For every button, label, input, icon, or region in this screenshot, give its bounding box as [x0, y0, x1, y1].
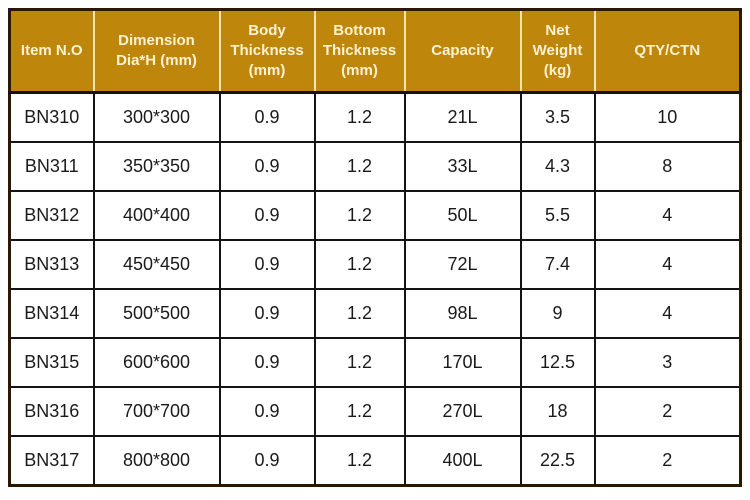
table-row: BN311 350*350 0.9 1.2 33L 4.3 8: [8, 141, 742, 192]
cell-bottom-thickness: 1.2: [313, 288, 406, 339]
cell-capacity: 33L: [403, 141, 522, 192]
cell-body-thickness: 0.9: [218, 337, 316, 388]
cell-dimension: 350*350: [92, 141, 221, 192]
cell-dimension: 700*700: [92, 386, 221, 437]
header-row: Item N.O Dimension Dia*H (mm) Body Thick…: [9, 9, 741, 94]
cell-body-thickness: 0.9: [218, 239, 316, 290]
cell-item-no: BN314: [8, 288, 95, 339]
cell-item-no: BN312: [8, 190, 95, 241]
column-header-item-no: Item N.O: [9, 9, 94, 94]
column-header-net-weight: Net Weight (kg): [519, 9, 595, 94]
column-header-bottom-thickness: Bottom Thickness (mm): [313, 9, 405, 94]
cell-capacity: 21L: [403, 91, 522, 143]
cell-dimension: 800*800: [92, 435, 221, 487]
table-row: BN310 300*300 0.9 1.2 21L 3.5 10: [8, 91, 742, 143]
cell-bottom-thickness: 1.2: [313, 91, 406, 143]
cell-net-weight: 9: [519, 288, 596, 339]
cell-net-weight: 22.5: [519, 435, 596, 487]
table-body: BN310 300*300 0.9 1.2 21L 3.5 10 BN311 3…: [8, 91, 742, 487]
cell-bottom-thickness: 1.2: [313, 435, 406, 487]
cell-body-thickness: 0.9: [218, 190, 316, 241]
table-row: BN312 400*400 0.9 1.2 50L 5.5 4: [8, 190, 742, 241]
cell-bottom-thickness: 1.2: [313, 190, 406, 241]
cell-body-thickness: 0.9: [218, 288, 316, 339]
table-row: BN317 800*800 0.9 1.2 400L 22.5 2: [8, 435, 742, 487]
table-row: BN316 700*700 0.9 1.2 270L 18 2: [8, 386, 742, 437]
cell-item-no: BN317: [8, 435, 95, 487]
cell-body-thickness: 0.9: [218, 386, 316, 437]
cell-net-weight: 5.5: [519, 190, 596, 241]
cell-qty-ctn: 10: [593, 91, 742, 143]
cell-bottom-thickness: 1.2: [313, 239, 406, 290]
table-header: Item N.O Dimension Dia*H (mm) Body Thick…: [9, 9, 741, 94]
cell-qty-ctn: 4: [593, 288, 742, 339]
cell-dimension: 400*400: [92, 190, 221, 241]
column-header-qty-ctn: QTY/CTN: [593, 9, 741, 94]
cell-net-weight: 7.4: [519, 239, 596, 290]
cell-capacity: 98L: [403, 288, 522, 339]
cell-qty-ctn: 4: [593, 239, 742, 290]
cell-item-no: BN311: [8, 141, 95, 192]
cell-net-weight: 4.3: [519, 141, 596, 192]
cell-body-thickness: 0.9: [218, 141, 316, 192]
column-header-capacity: Capacity: [403, 9, 521, 94]
cell-item-no: BN316: [8, 386, 95, 437]
table-row: BN314 500*500 0.9 1.2 98L 9 4: [8, 288, 742, 339]
cell-item-no: BN310: [8, 91, 95, 143]
cell-capacity: 50L: [403, 190, 522, 241]
cell-body-thickness: 0.9: [218, 91, 316, 143]
cell-dimension: 600*600: [92, 337, 221, 388]
column-header-body-thickness: Body Thickness (mm): [218, 9, 315, 94]
cell-qty-ctn: 2: [593, 435, 742, 487]
cell-bottom-thickness: 1.2: [313, 386, 406, 437]
cell-capacity: 270L: [403, 386, 522, 437]
cell-dimension: 300*300: [92, 91, 221, 143]
product-spec-table: Item N.O Dimension Dia*H (mm) Body Thick…: [8, 8, 742, 487]
cell-capacity: 170L: [403, 337, 522, 388]
cell-qty-ctn: 4: [593, 190, 742, 241]
cell-capacity: 72L: [403, 239, 522, 290]
cell-qty-ctn: 2: [593, 386, 742, 437]
table-row: BN315 600*600 0.9 1.2 170L 12.5 3: [8, 337, 742, 388]
cell-net-weight: 18: [519, 386, 596, 437]
table-row: BN313 450*450 0.9 1.2 72L 7.4 4: [8, 239, 742, 290]
cell-qty-ctn: 8: [593, 141, 742, 192]
cell-dimension: 450*450: [92, 239, 221, 290]
cell-dimension: 500*500: [92, 288, 221, 339]
cell-body-thickness: 0.9: [218, 435, 316, 487]
cell-bottom-thickness: 1.2: [313, 337, 406, 388]
cell-capacity: 400L: [403, 435, 522, 487]
cell-item-no: BN315: [8, 337, 95, 388]
cell-net-weight: 3.5: [519, 91, 596, 143]
cell-item-no: BN313: [8, 239, 95, 290]
cell-qty-ctn: 3: [593, 337, 742, 388]
column-header-dimension: Dimension Dia*H (mm): [92, 9, 220, 94]
cell-net-weight: 12.5: [519, 337, 596, 388]
cell-bottom-thickness: 1.2: [313, 141, 406, 192]
